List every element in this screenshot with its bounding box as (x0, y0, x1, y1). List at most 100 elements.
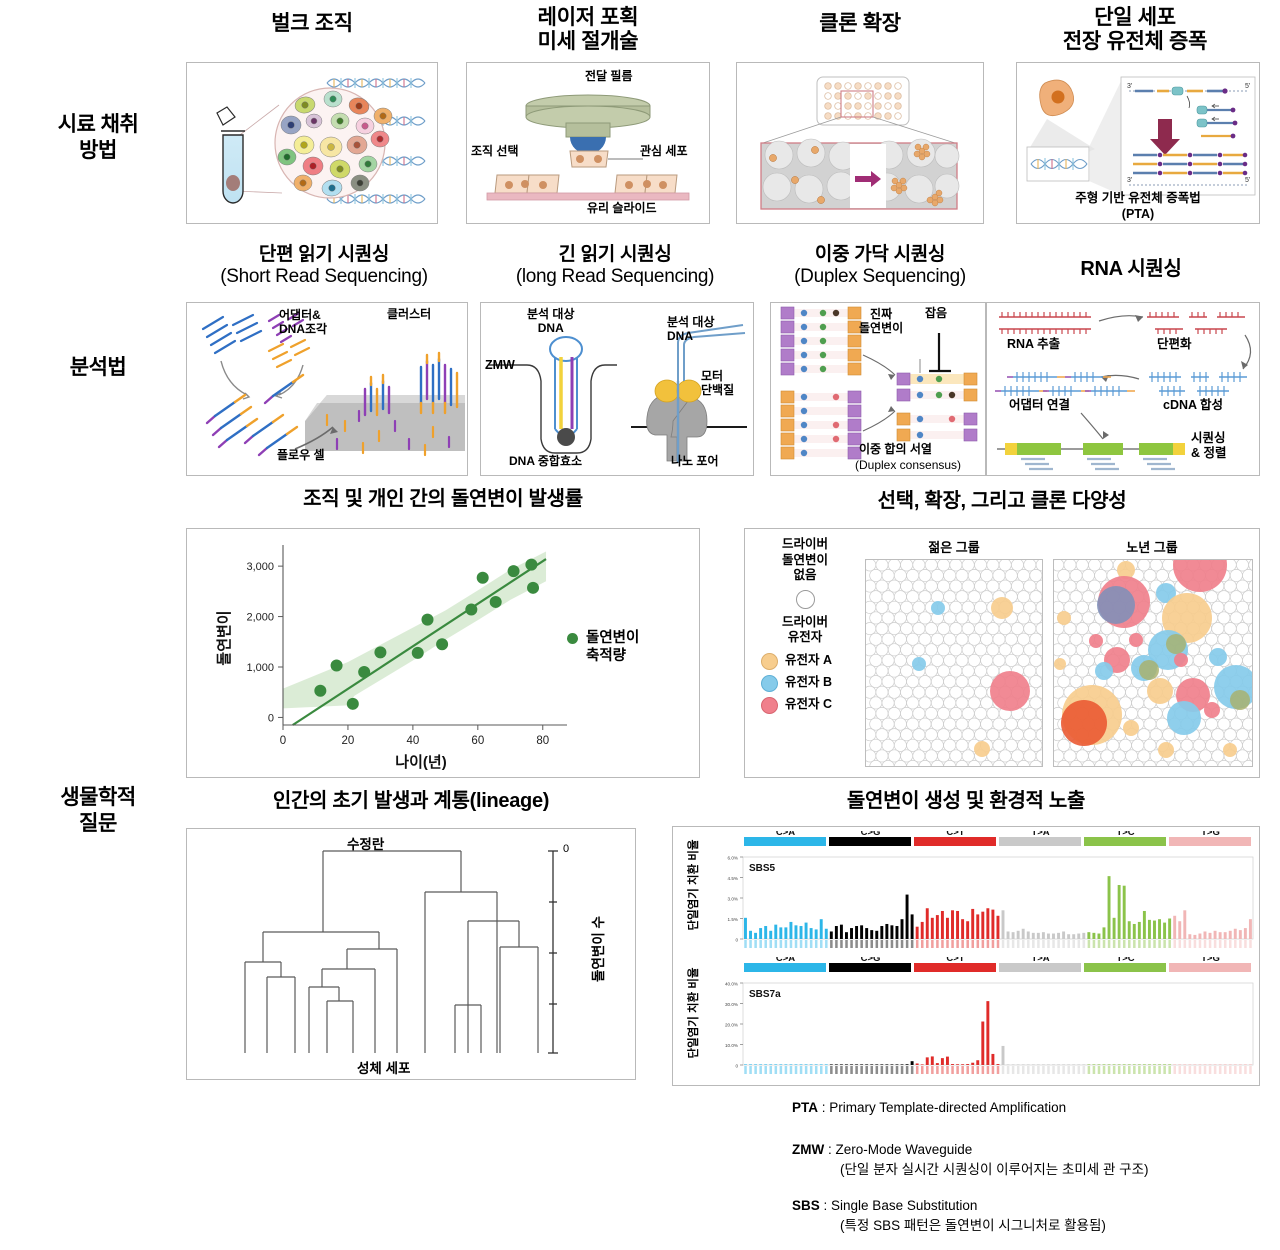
footnote-sbs: SBS : Single Base Substitution (특정 SBS 패… (792, 1196, 1262, 1235)
lineage-root-label: 수정란 (347, 837, 385, 852)
short-read-label-cluster: 클러스터 (387, 307, 432, 321)
panel-title-rna-seq: RNA 시퀀싱 (1000, 258, 1262, 281)
young-group-label: 젊은 그룹 (928, 540, 980, 555)
footnote-zmw-text: Zero-Mode Waveguide (835, 1142, 973, 1157)
svg-text:30.0%: 30.0% (725, 1002, 738, 1007)
clonal-legend: 드라이버 돌연변이 없음 드라이버 유전자 유전자 A 유전자 B 유전자 C (751, 537, 859, 714)
wga-caption-line2: (PTA) (1121, 206, 1155, 221)
row-label-sampling-line1: 시료 채취 (57, 113, 139, 136)
footnote-sbs-abbr: SBS (792, 1198, 820, 1213)
svg-text:C>A: C>A (776, 957, 795, 964)
row-label-questions: 생물학적 질문 (28, 785, 168, 838)
long-read-label-zmw: ZMW (485, 358, 515, 372)
short-read-title-line1: 단편 읽기 시퀀싱 (258, 244, 390, 265)
svg-text:5': 5' (1245, 177, 1250, 184)
wga-caption-line1: 주형 기반 유전체 증폭법 (1075, 191, 1201, 205)
old-group-grid (1053, 559, 1253, 767)
long-read-label-motor-protein: 모터 단백질 (701, 369, 734, 398)
target-dna-right-line2: DNA (667, 329, 693, 344)
duplex-title-line2: (Duplex Sequencing) (794, 265, 966, 287)
panel-rna-seq: RNA 추출 단편화 어댑터 연결 cDNA 합성 시퀀싱 & 정렬 (986, 302, 1260, 476)
long-read-title-line2: (long Read Sequencing) (515, 265, 715, 287)
gene-c-label: 유전자 C (785, 697, 833, 712)
svg-text:4.5%: 4.5% (728, 876, 738, 881)
target-dna-right-line1: 분석 대상 (667, 315, 715, 329)
gene-c-swatch (761, 696, 778, 714)
long-read-label-nanopore: 나노 포어 (671, 454, 719, 468)
lcm-label-cell-of-interest: 관심 세포 (640, 144, 688, 158)
panel-title-mutation-rate: 조직 및 개인 간의 돌연변이 발생률 (303, 488, 583, 510)
rna-label-adapter-ligation: 어댑터 연결 (1009, 398, 1070, 412)
svg-text:SBS7a: SBS7a (749, 989, 781, 1000)
clonal-expansion-illustration (760, 76, 960, 210)
footnote-pta-text: Primary Template-directed Amplification (829, 1100, 1067, 1115)
scatter-legend-line2: 축적량 (586, 648, 627, 665)
short-read-illustration (201, 311, 465, 457)
row-label-questions-line2: 질문 (79, 812, 117, 836)
panel-title-signatures: 돌연변이 생성 및 환경적 노출 (846, 790, 1086, 812)
svg-text:T>A: T>A (1031, 831, 1049, 838)
svg-text:0: 0 (280, 735, 286, 747)
lcm-label-tissue-selection: 조직 선택 (471, 144, 519, 158)
mutation-rate-scatter-chart: 0 1,000 2,000 3,000 0 20 40 60 80 나이(년) 돌연변이 (216, 545, 567, 771)
legend-item-gene-a: 유전자 A (761, 652, 832, 670)
svg-text:80: 80 (536, 735, 549, 747)
svg-text:C>G: C>G (861, 831, 881, 838)
motor-protein-line2: 단백질 (701, 383, 735, 398)
sbs5-signature-chart: C>A C>G C>T T>A T>C T>G 0 1.5% 3.0% 4.5% 6.0% SBS5 (728, 831, 1254, 948)
svg-text:T>G: T>G (1201, 831, 1220, 838)
rna-sequencing-line1: 시퀀싱 (1191, 431, 1226, 445)
duplex-title-line1: 이중 가닥 시퀀싱 (814, 244, 946, 265)
duplex-illustration (780, 306, 978, 460)
driver-header-line2: 유전자 (787, 630, 823, 644)
panel-title-long-read: 긴 읽기 시퀀싱 (long Read Sequencing) (470, 244, 760, 287)
footnote-pta: PTA : Primary Template-directed Amplific… (792, 1100, 1067, 1115)
long-read-label-target-dna-right: 분석 대상 DNA (667, 315, 715, 344)
rna-label-cdna-synthesis: cDNA 합성 (1163, 398, 1224, 412)
duplex-label-consensus-en: (Duplex consensus) (855, 458, 962, 472)
svg-text:SBS5: SBS5 (749, 863, 776, 874)
panel-title-lcm: 레이저 포획 미세 절개술 (466, 6, 710, 54)
target-dna-left-line1: 분석 대상 (527, 307, 575, 321)
panel-title-single-cell-wga: 단일 세포 전장 유전체 증폭 (1010, 6, 1260, 54)
footnote-sbs-sub: (특정 SBS 패턴은 돌연변이 시그니처로 활용됨) (840, 1217, 1106, 1233)
panel-short-read: 어댑터& DNA조각 클러스터 플로우 셀 (186, 302, 468, 476)
panel-single-cell-wga: 3' 5' (1016, 62, 1260, 224)
lineage-axis-label: 돌연변이 수 (591, 916, 606, 982)
no-driver-line1: 드라이버 (781, 537, 828, 551)
signature-y-axis-label-top: 단일염기 치환 비율 (688, 839, 700, 931)
footnote-zmw-abbr: ZMW (792, 1142, 825, 1157)
svg-text:60: 60 (471, 735, 484, 747)
lineage-tree-diagram (244, 850, 558, 1054)
row-label-questions-line1: 생물학적 (60, 786, 136, 809)
panel-title-short-read: 단편 읽기 시퀀싱 (Short Read Sequencing) (180, 244, 468, 287)
svg-text:10.0%: 10.0% (725, 1043, 738, 1048)
svg-text:20: 20 (342, 735, 355, 747)
svg-text:0: 0 (268, 712, 274, 724)
svg-text:C>T: C>T (946, 957, 964, 964)
long-read-label-target-dna-left: 분석 대상 DNA (527, 307, 575, 336)
panel-signatures: 단일염기 치환 비율 단일염기 치환 비율 C>A C>G C>T T>A T>C T>G… (672, 826, 1260, 1086)
legend-item-gene-c: 유전자 C (761, 696, 833, 714)
short-read-label-adapter: 어댑터& DNA조각 (279, 308, 327, 337)
svg-text:0: 0 (735, 1064, 738, 1069)
no-driver-line3: 없음 (793, 568, 817, 582)
svg-text:20.0%: 20.0% (725, 1023, 738, 1028)
svg-text:T>A: T>A (1031, 957, 1049, 964)
row-label-sampling: 시료 채취 방법 (28, 112, 168, 165)
lcm-label-glass-slide: 유리 슬라이드 (587, 201, 657, 215)
svg-text:C>G: C>G (861, 957, 881, 964)
wga-caption: 주형 기반 유전체 증폭법 (PTA) (1017, 191, 1259, 222)
no-driver-swatch (795, 589, 815, 609)
short-read-label-flow-cell: 플로우 셀 (277, 448, 325, 462)
svg-text:T>G: T>G (1201, 957, 1220, 964)
rna-label-extraction: RNA 추출 (1007, 337, 1061, 351)
adapter-label-2: DNA조각 (279, 322, 328, 337)
long-read-title-line1: 긴 읽기 시퀀싱 (558, 244, 672, 265)
svg-text:나이(년): 나이(년) (395, 754, 446, 771)
svg-text:0: 0 (735, 938, 738, 943)
panel-clonal-expansion (736, 62, 984, 224)
bulk-tissue-title-line1: 벌크 조직 (271, 12, 353, 35)
lcm-label-transfer-film: 전달 필름 (585, 69, 633, 83)
svg-text:3,000: 3,000 (246, 561, 274, 573)
